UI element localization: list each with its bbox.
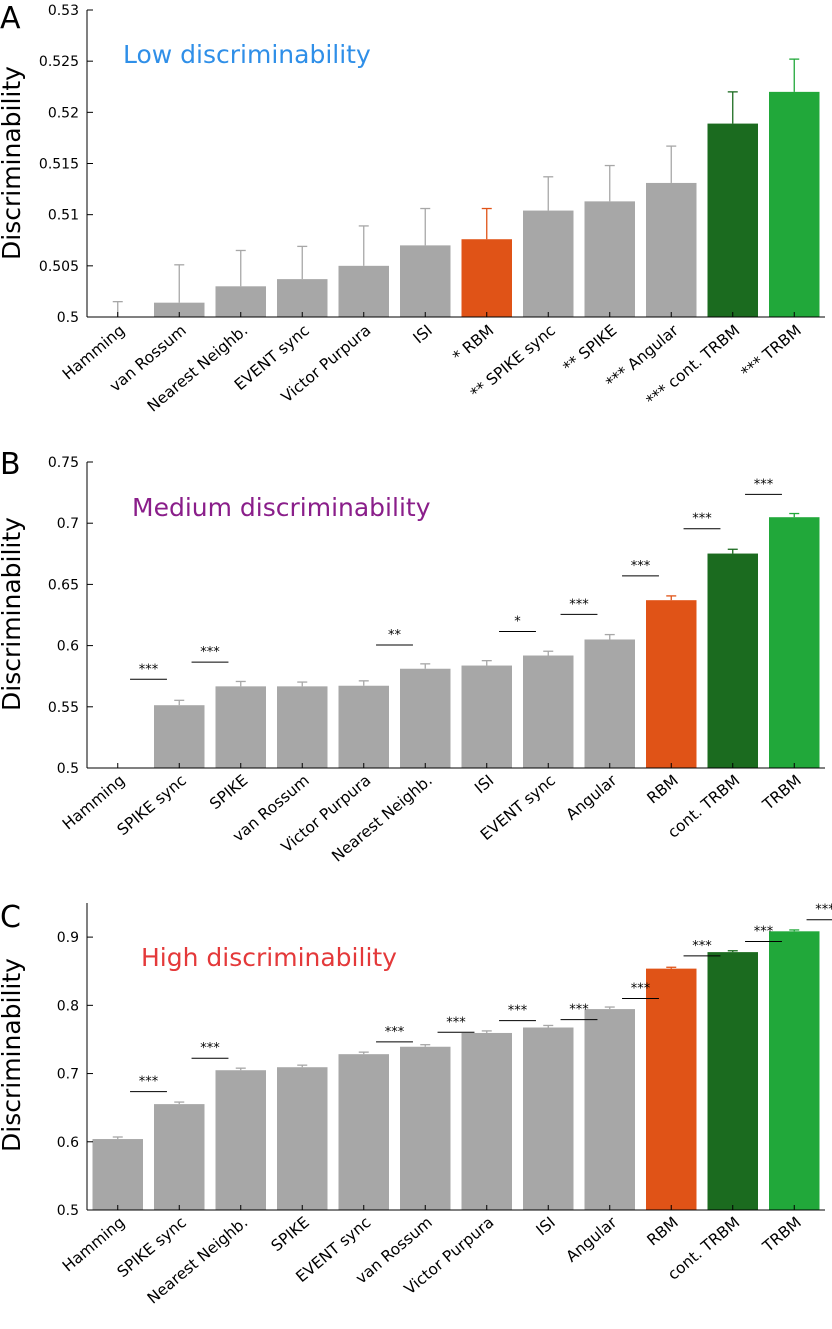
significance-label: *** [446,1015,466,1030]
y-tick-label: 0.6 [57,639,79,655]
bar [707,123,758,317]
x-tick-label: RBM [644,771,682,807]
bar [707,952,758,1210]
significance-label: *** [569,1003,589,1018]
bar [769,517,820,768]
panel-letter: C [0,900,21,935]
bar [523,655,574,768]
y-tick-label: 0.7 [57,516,79,532]
x-tick-label: Angular [563,771,621,824]
bar [461,239,512,317]
significance-label: * [514,615,521,630]
y-tick-label: 0.52 [48,105,79,121]
x-tick-label: ** SPIKE [560,321,621,376]
bar [92,1139,143,1210]
significance-label: *** [139,1075,159,1090]
bar [584,639,635,768]
significance-label: *** [754,477,774,492]
significance-label: *** [200,645,220,660]
bar [154,302,205,317]
y-tick-label: 0.55 [48,700,79,716]
significance-label: *** [200,1041,220,1056]
significance-label: *** [385,1025,405,1040]
x-tick-label: ISI [533,1213,559,1239]
x-tick-label: SPIKE [268,1213,313,1255]
significance-label: *** [754,925,774,940]
chart-title: Low discriminability [123,40,371,69]
bar [338,685,389,768]
y-tick-label: 0.65 [48,577,79,593]
significance-label: *** [569,597,589,612]
bar [338,265,389,317]
bar [584,201,635,317]
significance-label: *** [692,512,712,527]
bar [646,968,697,1210]
y-tick-label: 0.51 [48,208,79,224]
y-tick-label: 0.9 [57,930,79,946]
significance-label: *** [139,662,159,677]
bar [400,1046,451,1210]
significance-label: *** [815,903,832,918]
x-tick-label: ISI [410,321,436,347]
y-tick-label: 0.515 [39,157,79,173]
bar [400,668,451,768]
bar [707,553,758,768]
panel-a: A Discriminability Low discriminability 0.5… [0,1,825,416]
y-tick-label: 0.525 [39,54,79,70]
bar [215,1070,266,1210]
bar [584,1009,635,1210]
x-tick-label: TRBM [759,771,805,814]
y-tick-label: 0.53 [48,3,79,19]
x-tick-label: * RBM [449,321,497,365]
bar [215,686,266,768]
significance-label: *** [631,559,651,574]
x-tick-label: SPIKE [206,771,251,813]
bar [461,665,512,768]
bar [523,1027,574,1210]
bar [461,1032,512,1210]
y-axis-label: Discriminability [0,958,26,1152]
x-tick-label: Angular [563,1213,621,1266]
bar [277,279,328,317]
bar [523,210,574,317]
bar [277,1067,328,1210]
y-axis-label: Discriminability [0,66,26,260]
significance-label: *** [692,939,712,954]
significance-label: *** [631,982,651,997]
chart-title: Medium discriminability [132,493,431,522]
significance-label: *** [508,1004,528,1019]
bar [215,286,266,317]
y-tick-label: 0.505 [39,259,79,275]
bar [400,245,451,317]
significance-label: ** [388,628,402,643]
y-tick-label: 0.5 [57,310,79,326]
bar [769,91,820,317]
x-tick-label: RBM [644,1213,682,1249]
bar [154,705,205,768]
bar [646,600,697,768]
y-tick-label: 0.5 [57,761,79,777]
panel-b: B Discriminability Medium discriminability… [0,447,825,866]
chart-title: High discriminability [141,943,397,972]
y-tick-label: 0.7 [57,1067,79,1083]
y-axis-label: Discriminability [0,517,26,711]
panel-c: C Discriminability High discriminability **… [0,900,832,1308]
y-tick-label: 0.6 [57,1135,79,1151]
bar [277,686,328,768]
panel-letter: B [0,447,21,482]
bar [646,182,697,317]
y-tick-label: 0.5 [57,1203,79,1219]
y-tick-label: 0.75 [48,455,79,471]
x-tick-label: ISI [471,771,497,797]
panel-letter: A [0,1,21,36]
x-tick-label: *** TRBM [738,321,805,381]
bar [769,931,820,1210]
x-tick-label: TRBM [759,1213,805,1256]
bar [154,1104,205,1210]
bar [338,1054,389,1210]
y-tick-label: 0.8 [57,998,79,1014]
